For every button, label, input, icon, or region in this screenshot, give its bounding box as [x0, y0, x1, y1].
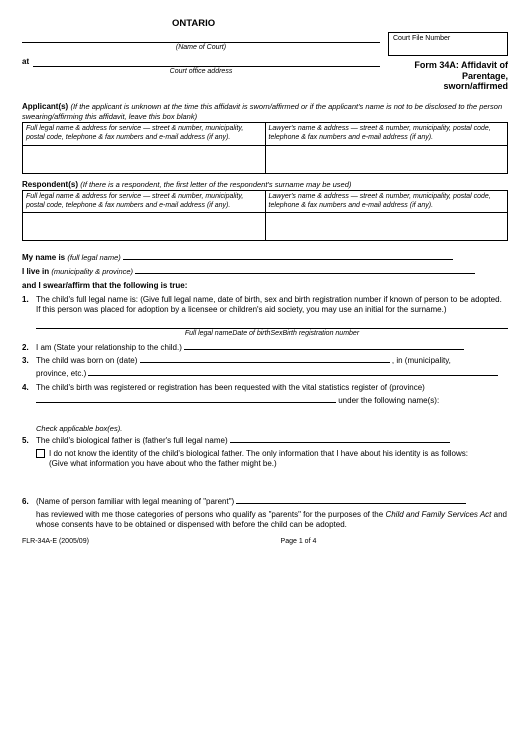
court-file-label: Court File Number [393, 35, 503, 44]
item2-field[interactable] [184, 349, 464, 350]
court-address-label: Court office address [22, 68, 380, 77]
applicant-col1-header: Full legal name & address for service — … [23, 123, 266, 146]
applicant-col2-header: Lawyer's name & address — street & numbe… [265, 123, 508, 146]
num-5: 5. [22, 436, 36, 446]
applicant-heading: Applicant(s) [22, 102, 68, 111]
swear-label: and I swear/affirm that the following is… [22, 281, 187, 290]
item6-act: Child and Family Services Act [385, 510, 491, 519]
court-address-field[interactable] [33, 56, 380, 67]
item3-date-field[interactable] [140, 362, 390, 363]
myname-note: (full legal name) [67, 253, 120, 262]
applicant-note: (If the applicant is unknown at the time… [22, 102, 502, 121]
applicant-table: Full legal name & address for service — … [22, 122, 508, 174]
respondent-col2-field[interactable] [265, 213, 508, 241]
form-title: Form 34A: Affidavit of Parentage, sworn/… [388, 60, 508, 92]
form-title-line3: sworn/affirmed [388, 81, 508, 92]
item3-province-field[interactable] [88, 375, 498, 376]
court-name-label: (Name of Court) [22, 44, 380, 53]
item6-field[interactable] [236, 503, 466, 504]
respondent-col1-field[interactable] [23, 213, 266, 241]
livein-label: I live in [22, 267, 49, 276]
item4-text: The child's birth was registered or regi… [36, 383, 387, 392]
court-name-field[interactable] [22, 32, 380, 43]
num-6: 6. [22, 497, 36, 507]
respondent-table: Full legal name & address for service — … [22, 190, 508, 242]
item6-text1: has reviewed with me those categories of… [36, 510, 383, 519]
applicant-col2-field[interactable] [265, 145, 508, 173]
form-title-line1: Form 34A: Affidavit of [388, 60, 508, 71]
item1-text: The child's full legal name is: [36, 295, 138, 304]
item3-text: The child was born on [36, 356, 114, 365]
num-2: 2. [22, 343, 36, 353]
item2-note: (State your relationship to the child.) [54, 343, 182, 352]
respondent-note: (If there is a respondent, the first let… [80, 180, 351, 189]
item2-text: I am [36, 343, 52, 352]
province-heading: ONTARIO [172, 18, 508, 30]
respondent-heading: Respondent(s) [22, 180, 78, 189]
item4-field[interactable] [36, 402, 336, 403]
item5-note: (father's full legal name) [142, 436, 227, 445]
item5-unknown-note: (Give what information you have about wh… [49, 459, 277, 468]
footer-center: Page 1 of 4 [281, 538, 317, 547]
livein-field[interactable] [135, 273, 475, 274]
form-title-line2: Parentage, [388, 71, 508, 82]
item5-checkbox[interactable] [36, 449, 45, 458]
num-3: 3. [22, 356, 36, 366]
court-file-box[interactable]: Court File Number [388, 32, 508, 56]
item4-province-note: (province) [389, 383, 425, 392]
num-1: 1. [22, 295, 36, 315]
footer-left: FLR-34A-E (2005/09) [22, 538, 89, 547]
applicant-col1-field[interactable] [23, 145, 266, 173]
item1-field[interactable] [36, 318, 508, 329]
item3-muni-note: (municipality, [405, 356, 451, 365]
item3-province-note: province, etc.) [36, 369, 86, 378]
item5-unknown-text: I do not know the identity of the child'… [49, 449, 468, 458]
myname-label: My name is [22, 253, 65, 262]
num-4: 4. [22, 383, 36, 393]
item1-caption: Full legal nameDate of birthSexBirth reg… [36, 330, 508, 339]
item5-field[interactable] [230, 442, 450, 443]
myname-field[interactable] [123, 259, 453, 260]
item3-in: , in [392, 356, 403, 365]
respondent-col2-header: Lawyer's name & address — street & numbe… [265, 190, 508, 213]
item5-text: The child's biological father is [36, 436, 140, 445]
respondent-col1-header: Full legal name & address for service — … [23, 190, 266, 213]
item4-following: under the following name(s): [338, 396, 439, 405]
item3-date-note: (date) [117, 356, 138, 365]
check-note: Check applicable box(es). [36, 424, 508, 433]
at-label: at [22, 57, 29, 67]
livein-note: (municipality & province) [51, 267, 133, 276]
item6-note: (Name of person familiar with legal mean… [36, 497, 234, 506]
